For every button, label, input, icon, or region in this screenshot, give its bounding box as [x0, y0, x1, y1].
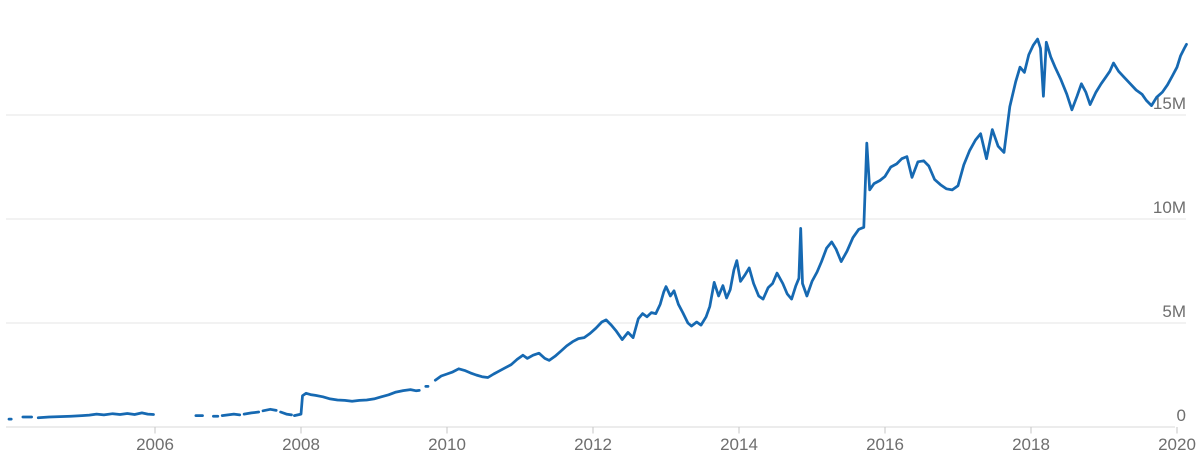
x-tick-label: 2016: [866, 435, 904, 454]
y-tick-label: 10M: [1153, 198, 1186, 217]
y-tick-label: 5M: [1162, 302, 1186, 321]
gridlines-group: [6, 114, 1186, 428]
series-line-segment: [261, 407, 278, 413]
axis-labels-group: 0 5M 10M 15M 2006 2008 2010 2012 2014 2016 2018 202…: [136, 94, 1196, 454]
x-tick-label: 2018: [1012, 435, 1050, 454]
series-line-segment: [242, 410, 261, 416]
series-group: [7, 37, 1188, 421]
y-tick-label: 0: [1177, 406, 1186, 425]
series-line-segment: [433, 37, 1188, 382]
series-line-segment: [220, 412, 242, 417]
x-tick-label: 2020: [1158, 435, 1196, 454]
y-tick-label: 15M: [1153, 94, 1186, 113]
x-tick-label: 2012: [574, 435, 612, 454]
x-tick-label: 2014: [720, 435, 758, 454]
ticks-group: [154, 427, 1178, 434]
x-tick-label: 2008: [282, 435, 320, 454]
x-tick-label: 2010: [428, 435, 466, 454]
series-line-segment: [293, 388, 421, 417]
series-line-segment: [279, 410, 293, 417]
series-line-segment: [36, 411, 155, 420]
x-tick-label: 2006: [136, 435, 174, 454]
